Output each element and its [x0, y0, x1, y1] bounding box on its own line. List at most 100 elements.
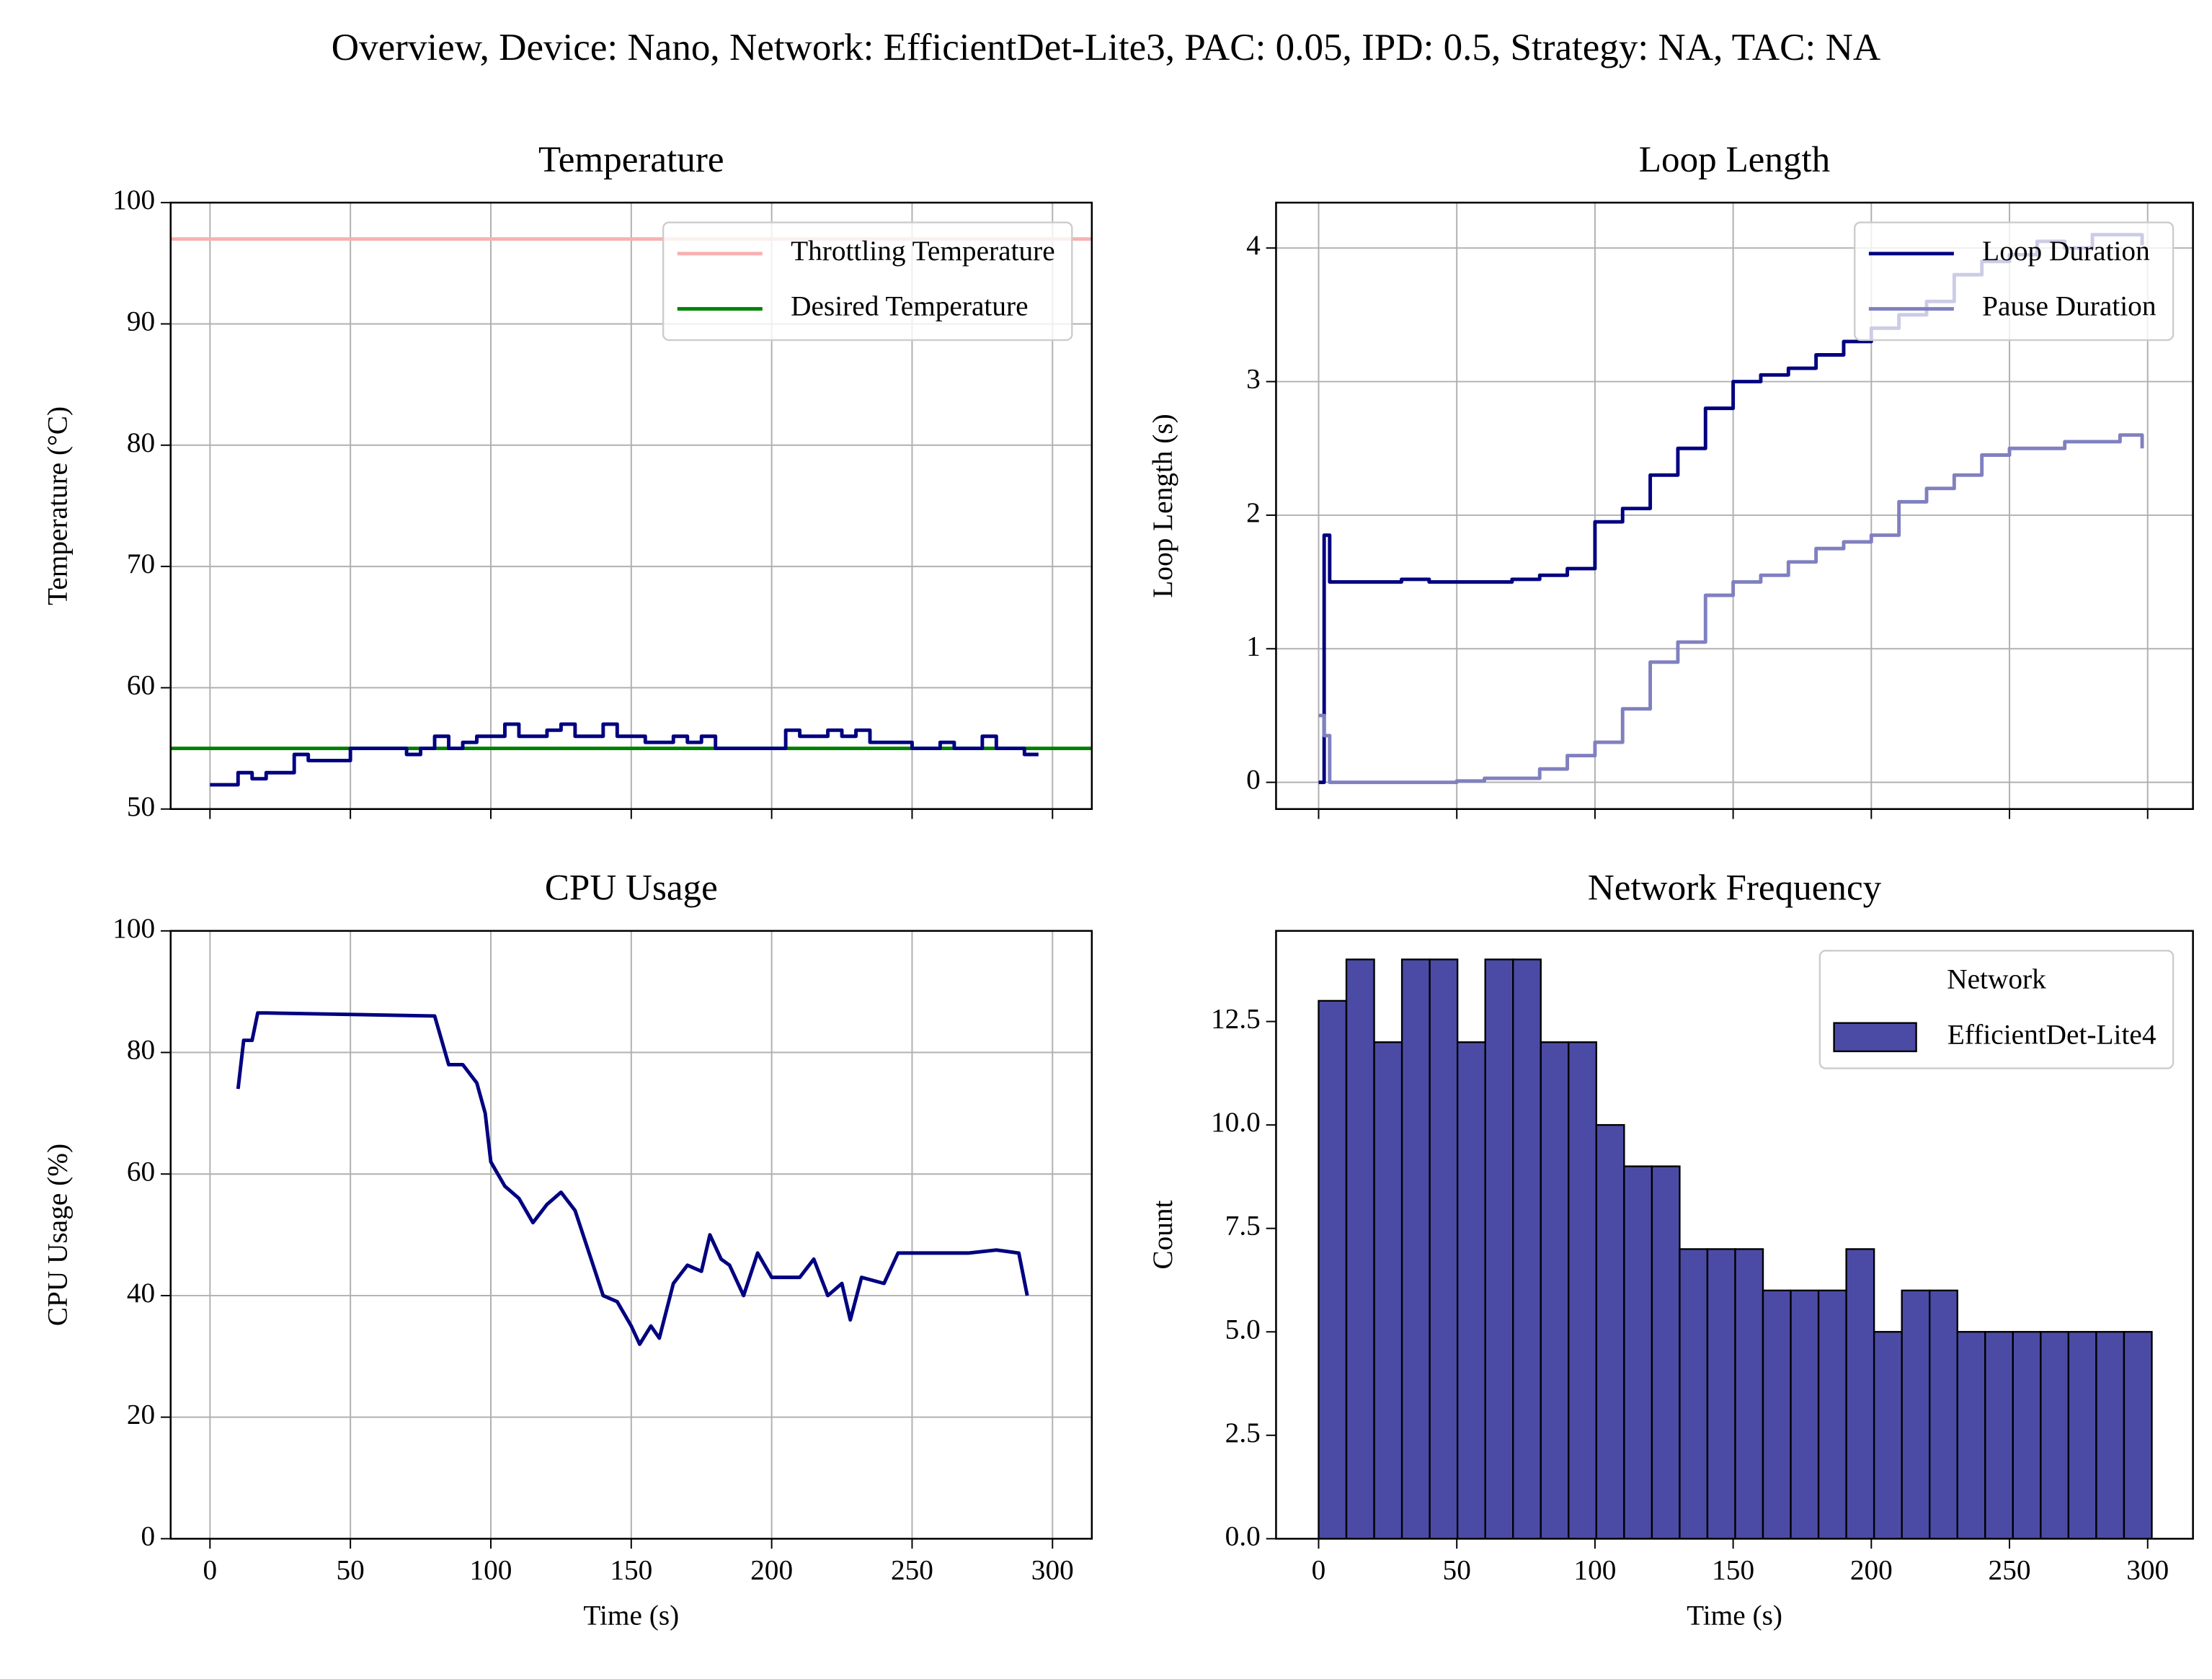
histogram-bar [1679, 1248, 1709, 1539]
y-axis-label: Count [1147, 1200, 1178, 1269]
histogram-bar [2040, 1331, 2070, 1539]
histogram-bar [1456, 1041, 1486, 1539]
y-tick-label: 0 [1246, 764, 1261, 796]
legend-title: Network [1947, 963, 2046, 995]
histogram-bar [2095, 1331, 2126, 1539]
x-tick-label: 150 [610, 1554, 652, 1586]
subplot: 0 1 2 3 4 Loop Length Loop Length (s) Loop Dura… [1147, 139, 2194, 819]
y-axis-label: CPU Usage (%) [41, 1144, 73, 1326]
histogram-bar [1984, 1331, 2014, 1539]
subplot: 50 60 70 80 90 100 Temperature Temperature (°C)… [41, 139, 1093, 822]
y-axis-label: Temperature (°C) [41, 406, 73, 605]
histogram-bar [1484, 958, 1514, 1539]
histogram-bar [1540, 1041, 1570, 1539]
y-tick-label: 60 [127, 669, 155, 700]
histogram-bar [1762, 1289, 1792, 1539]
x-tick-label: 200 [1850, 1554, 1893, 1586]
histogram-bar [1734, 1248, 1764, 1539]
figure-title: Overview, Device: Nano, Network: Efficie… [332, 27, 1880, 68]
histogram-bar [1929, 1289, 1958, 1539]
histogram-bar [1373, 1041, 1403, 1539]
y-tick-label: 4 [1246, 229, 1261, 261]
x-tick-label: 250 [1989, 1554, 2031, 1586]
subplot: 0 50 100 150 200 250 300 0 20 40 60 80 100 CPU Usage T… [41, 868, 1093, 1631]
legend-box [662, 221, 1073, 342]
x-tick-label: 200 [750, 1554, 793, 1586]
plot-area [236, 1011, 1029, 1346]
histogram-bar [1512, 958, 1542, 1539]
y-tick-label: 2 [1246, 496, 1261, 528]
x-tick-label: 0 [203, 1554, 218, 1586]
y-tick-label: 60 [127, 1155, 155, 1187]
histogram-bar [2012, 1331, 2042, 1539]
y-tick-label: 100 [112, 184, 155, 215]
axes-frame [169, 201, 1093, 811]
x-tick-label: 100 [469, 1554, 512, 1586]
histogram-bar [1623, 1165, 1653, 1539]
y-axis-label: Loop Length (s) [1147, 414, 1178, 597]
histogram-bar [1790, 1289, 1820, 1539]
x-tick-label: 100 [1573, 1554, 1616, 1586]
axes-frame [169, 930, 1093, 1540]
histogram-bar [1706, 1248, 1736, 1539]
histogram-bar [1429, 958, 1459, 1539]
x-tick-label: 300 [1031, 1554, 1074, 1586]
y-tick-label: 70 [127, 548, 155, 579]
y-tick-label: 5.0 [1225, 1313, 1261, 1345]
legend-label: Loop Duration [1982, 235, 2150, 267]
histogram-bar [2067, 1331, 2097, 1539]
histogram-bar [1568, 1041, 1598, 1539]
y-tick-label: 0.0 [1225, 1520, 1261, 1551]
y-tick-label: 50 [127, 790, 155, 822]
subplot-title: Network Frequency [1588, 868, 1882, 909]
histogram-bar [1595, 1123, 1625, 1539]
x-axis-label: Time (s) [583, 1599, 679, 1631]
histogram-bar [1318, 999, 1348, 1539]
legend: Network EfficientDet-Lite4 [1818, 950, 2175, 1069]
subplot-title: Temperature [538, 139, 724, 180]
histogram-bar [1956, 1331, 1986, 1539]
legend-label: Desired Temperature [791, 290, 1028, 322]
x-tick-label: 250 [891, 1554, 933, 1586]
subplot-title: CPU Usage [545, 868, 718, 909]
axes-frame [1275, 930, 2194, 1540]
histogram-bar [1817, 1289, 1847, 1539]
legend-swatch [1833, 1022, 1917, 1053]
data-line [210, 722, 1039, 787]
histogram-bar [1400, 958, 1431, 1539]
y-tick-label: 12.5 [1211, 1003, 1261, 1035]
x-tick-label: 150 [1712, 1554, 1754, 1586]
data-line [236, 1011, 1029, 1346]
legend: Loop Duration Pause Duration [1854, 221, 2175, 342]
histogram-bar [1873, 1331, 1903, 1539]
legend-label: Pause Duration [1982, 290, 2157, 322]
histogram-bar [2123, 1331, 2153, 1539]
axes-frame [1275, 201, 2194, 811]
x-tick-label: 50 [1443, 1554, 1471, 1586]
histogram-bar [1901, 1289, 1931, 1539]
y-tick-label: 3 [1246, 363, 1261, 395]
histogram-bar [1345, 958, 1375, 1539]
x-tick-label: 0 [1312, 1554, 1326, 1586]
x-axis-label: Time (s) [1687, 1599, 1782, 1631]
y-tick-label: 80 [127, 1034, 155, 1066]
y-tick-label: 2.5 [1225, 1417, 1261, 1448]
legend-label: Throttling Temperature [791, 235, 1055, 267]
y-tick-label: 20 [127, 1399, 155, 1430]
legend-label: EfficientDet-Lite4 [1947, 1018, 2157, 1050]
plot-area [1318, 958, 2153, 1539]
y-tick-label: 100 [112, 912, 155, 944]
histogram-bar [1651, 1165, 1681, 1539]
subplot: 0 50 100 150 200 250 300 0.0 2.5 5.0 7.5 10.0 12.5 Ne… [1147, 868, 2194, 1631]
data-line [1318, 433, 2144, 785]
histogram-bar [1845, 1248, 1875, 1539]
x-tick-label: 300 [2126, 1554, 2169, 1586]
y-tick-label: 10.0 [1211, 1106, 1261, 1138]
legend: Throttling Temperature Desired Temperatur… [662, 221, 1073, 342]
y-tick-label: 0 [141, 1520, 155, 1551]
y-tick-label: 40 [127, 1277, 155, 1309]
x-tick-label: 50 [336, 1554, 364, 1586]
y-tick-label: 7.5 [1225, 1210, 1261, 1242]
y-tick-label: 80 [127, 427, 155, 458]
